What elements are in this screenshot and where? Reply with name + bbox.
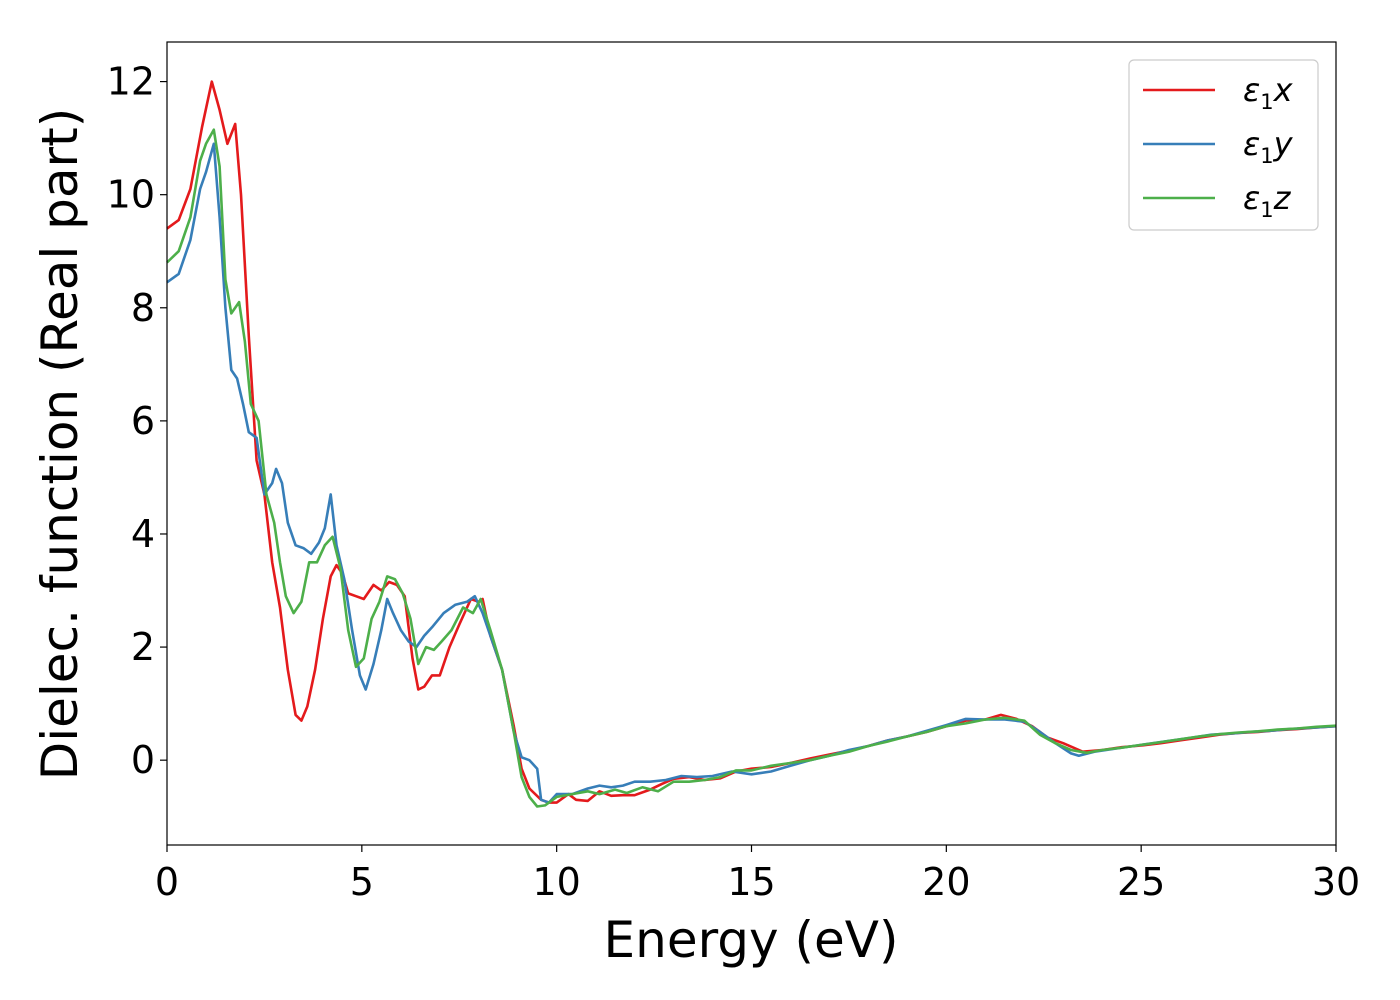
legend-frame <box>1128 59 1319 231</box>
series-line-y <box>166 142 1337 804</box>
x-tick-label: 20 <box>922 860 970 904</box>
legend-label-z: ε1z <box>1243 179 1292 222</box>
legend-label-x: ε1x <box>1243 71 1294 114</box>
series-line-z <box>166 128 1337 808</box>
y-tick-label: 4 <box>131 512 155 556</box>
y-tick-label: 0 <box>131 738 155 782</box>
y-tick-label: 6 <box>131 399 155 443</box>
x-tick-label: 10 <box>532 860 580 904</box>
y-tick-label: 8 <box>131 286 155 330</box>
y-axis-label: Dielec. function (Real part) <box>31 108 89 780</box>
legend: ε1x ε1y ε1z <box>1128 59 1319 231</box>
y-tick-label: 10 <box>107 173 155 217</box>
y-tick-label: 12 <box>107 60 155 104</box>
x-axis: 0 5 10 15 20 25 30 <box>155 845 1360 904</box>
x-tick-label: 15 <box>727 860 775 904</box>
x-tick-label: 25 <box>1117 860 1165 904</box>
x-tick-label: 0 <box>155 860 179 904</box>
x-tick-label: 30 <box>1312 860 1360 904</box>
y-axis: 0 2 4 6 8 10 12 <box>107 60 167 782</box>
x-tick-label: 5 <box>350 860 374 904</box>
series-layer <box>166 80 1337 808</box>
x-axis-label: Energy (eV) <box>604 911 899 969</box>
legend-label-y: ε1y <box>1243 125 1294 168</box>
y-tick-label: 2 <box>131 625 155 669</box>
